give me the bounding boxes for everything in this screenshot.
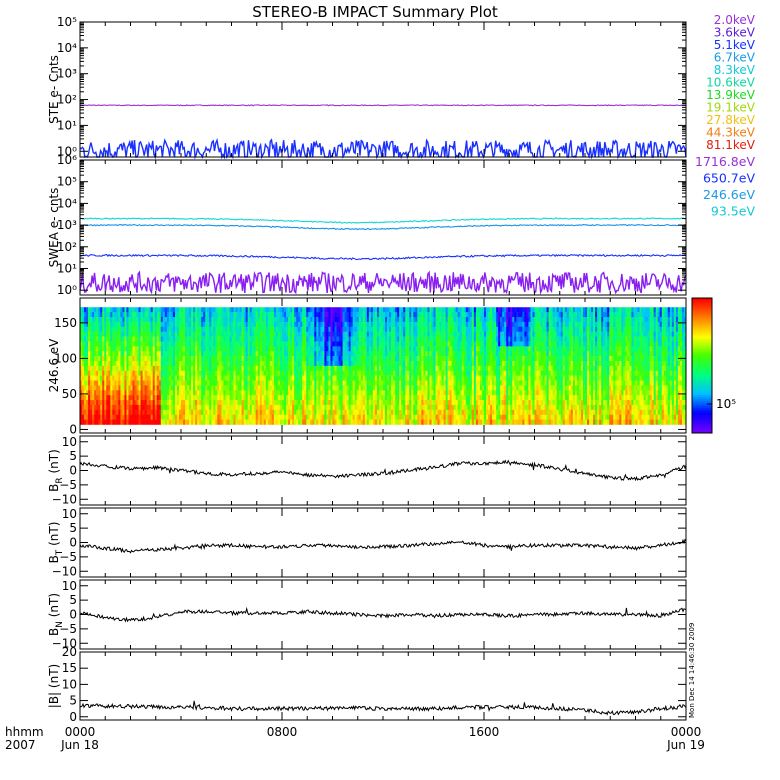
pad-ytick-label: 0 — [69, 422, 77, 436]
bmag-trace — [79, 700, 687, 716]
swea-ylabel: SWEA e- cnts — [47, 188, 61, 268]
panel-ste: 10⁰ 10¹ 10² 10³ 10⁴ 10⁵ STE e- Cnts — [47, 15, 687, 160]
swea-ytick-label: 10⁰ — [57, 283, 77, 297]
br-trace — [79, 459, 687, 482]
legend-entry: 2.0keV — [714, 13, 756, 27]
time-tick-label: 0000 — [671, 725, 702, 739]
bmag-ytick-label: 0 — [69, 710, 77, 724]
bt-ytick-label: −10 — [52, 564, 77, 578]
legend-entry: 27.8keV — [706, 113, 756, 127]
ste-ytick-label: 10² — [57, 93, 77, 107]
ste-series-1 — [79, 137, 687, 160]
legend-entry: 650.7eV — [703, 171, 755, 186]
ste-ytick-label: 10⁵ — [57, 15, 77, 29]
time-tick-date: Jun 18 — [60, 738, 99, 752]
bt-ytick-label: 10 — [62, 507, 77, 521]
br-ytick-label: −5 — [59, 478, 77, 492]
ste-ylabel: STE e- Cnts — [47, 55, 61, 124]
swea-series-3 — [79, 270, 687, 295]
time-tick-label: 0000 — [65, 725, 96, 739]
ste-ytick-label: 10³ — [57, 67, 77, 81]
time-tick-date: Jun 19 — [666, 738, 705, 752]
bmag-ylabel: |B| (nT) — [47, 664, 61, 708]
bn-trace — [80, 606, 687, 623]
legend-entry: 5.1keV — [714, 38, 756, 52]
timestamp-stamp: Mon Dec 14 14:46:30 2009 — [688, 623, 696, 718]
legend-entry: 93.5eV — [711, 204, 756, 219]
legend-entry: 44.3keV — [706, 126, 756, 140]
time-prefix-bottom: 2007 — [5, 738, 36, 752]
time-tick-label: 0800 — [267, 725, 298, 739]
panel-bmag: 0 5 10 15 20|B| (nT) — [47, 645, 687, 724]
legend-entry: 19.1keV — [706, 101, 756, 115]
ste-ytick-label: 10⁴ — [57, 41, 77, 55]
bt-ytick-label: −5 — [59, 550, 77, 564]
bn-ytick-label: 10 — [62, 579, 77, 593]
legends: 2.0keV3.6keV5.1keV6.7keV8.3keV10.6keV13.… — [695, 13, 756, 219]
legend-entry: 6.7keV — [714, 51, 756, 65]
swea-series-1 — [79, 223, 687, 231]
bn-ytick-label: −10 — [52, 636, 77, 650]
colorbar-label: 10⁵ — [716, 397, 736, 411]
bn-ytick-label: −5 — [59, 622, 77, 636]
legend-entry: 13.9keV — [706, 88, 756, 102]
br-ytick-label: 5 — [69, 449, 77, 463]
pad-ytick-label: 150 — [54, 316, 77, 330]
panel-pad: 10⁵ 0 50 100 150 246.6 eV — [47, 297, 736, 436]
plot-title: STEREO-B IMPACT Summary Plot — [252, 3, 498, 21]
legend-entry: 246.6eV — [703, 187, 755, 202]
bn-ytick-label: 0 — [69, 608, 77, 622]
swea-ytick-label: 10⁴ — [57, 196, 77, 210]
legend-entry: 8.3keV — [714, 63, 756, 77]
br-ytick-label: −10 — [52, 492, 77, 506]
br-ytick-label: 10 — [62, 435, 77, 449]
bt-ylabel: BT (nT) — [47, 522, 65, 564]
swea-ytick-label: 10⁶ — [57, 153, 77, 167]
time-prefix-top: hhmm — [5, 725, 44, 739]
ste-ytick-label: 10⁰ — [57, 144, 77, 158]
time-tick-label: 1600 — [469, 725, 500, 739]
br-ytick-label: 0 — [69, 464, 77, 478]
bn-ytick-label: 5 — [69, 593, 77, 607]
bmag-ytick-label: 20 — [62, 645, 77, 659]
bt-frame — [79, 507, 687, 578]
swea-series-0 — [79, 217, 687, 224]
swea-ytick-label: 10² — [57, 240, 77, 254]
ste-series-0 — [79, 104, 687, 107]
bt-ytick-label: 5 — [69, 521, 77, 535]
legend-entry: 10.6keV — [706, 76, 756, 90]
legend-entry: 3.6keV — [714, 26, 756, 40]
bmag-ytick-label: 10 — [62, 677, 77, 691]
swea-ytick-label: 10⁵ — [57, 175, 77, 189]
swea-ytick-label: 10¹ — [57, 261, 77, 275]
pad-ylabel: 246.6 eV — [47, 338, 61, 393]
swea-frame — [79, 159, 687, 296]
bt-ytick-label: 0 — [69, 536, 77, 550]
swea-ytick-label: 10³ — [57, 218, 77, 232]
swea-series-2 — [79, 253, 687, 261]
pad-heatmap — [80, 307, 687, 425]
pad-ytick-label: 50 — [62, 387, 77, 401]
bt-trace — [79, 538, 687, 554]
legend-entry: 81.1keV — [706, 138, 756, 152]
ste-ytick-label: 10¹ — [57, 118, 77, 132]
legend-entry: 1716.8eV — [695, 154, 755, 169]
bmag-ytick-label: 15 — [62, 661, 77, 675]
ste-frame — [79, 21, 687, 158]
colorbar: 10⁵ — [691, 297, 736, 434]
bmag-ytick-label: 5 — [69, 694, 77, 708]
panel-swea: 10⁰ 10¹ 10² 10³ 10⁴ 10⁵ 10⁶ SWEA e- cnts — [47, 153, 687, 297]
pad-ytick-label: 100 — [54, 351, 77, 365]
